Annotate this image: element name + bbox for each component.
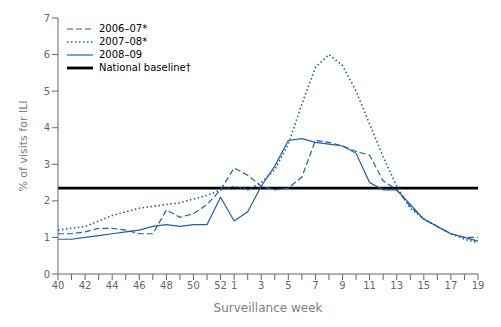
svg-text:9: 9	[339, 280, 345, 291]
svg-text:5: 5	[44, 86, 50, 97]
svg-text:% of visits for ILI: % of visits for ILI	[17, 100, 30, 191]
svg-text:4: 4	[44, 122, 50, 133]
svg-text:15: 15	[417, 280, 430, 291]
svg-text:7: 7	[312, 280, 318, 291]
svg-text:13: 13	[390, 280, 403, 291]
svg-text:1: 1	[231, 280, 237, 291]
html-text:2007–08*: 2007–08*	[99, 36, 148, 47]
svg-text:0: 0	[44, 269, 50, 280]
svg-text:44: 44	[106, 280, 119, 291]
svg-text:50: 50	[187, 280, 200, 291]
svg-text:42: 42	[79, 280, 92, 291]
svg-text:5: 5	[285, 280, 291, 291]
html-text:2006–07*: 2006–07*	[99, 23, 148, 34]
svg-text:40: 40	[52, 280, 65, 291]
svg-text:11: 11	[363, 280, 376, 291]
svg-text:6: 6	[44, 49, 50, 60]
svg-text:52: 52	[214, 280, 227, 291]
svg-text:1: 1	[44, 232, 50, 243]
svg-text:3: 3	[258, 280, 264, 291]
html-text:2008–09: 2008–09	[99, 49, 143, 60]
svg-text:48: 48	[160, 280, 173, 291]
html-text:National baseline†: National baseline†	[99, 62, 191, 73]
svg-text:7: 7	[44, 13, 50, 24]
svg-text:2: 2	[44, 195, 50, 206]
svg-text:17: 17	[445, 280, 458, 291]
svg-text:3: 3	[44, 159, 50, 170]
svg-text:46: 46	[133, 280, 146, 291]
svg-text:19: 19	[472, 280, 485, 291]
svg-text:Surveillance week: Surveillance week	[214, 301, 323, 315]
